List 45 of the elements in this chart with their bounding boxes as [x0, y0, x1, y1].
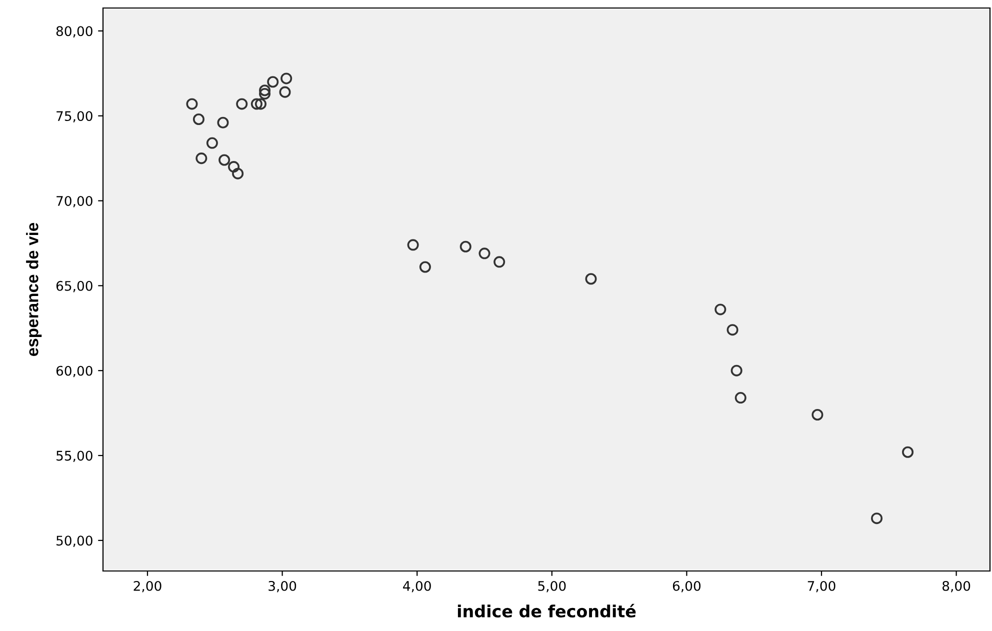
point [186, 98, 198, 110]
point [871, 512, 883, 524]
point [258, 84, 271, 96]
point [407, 239, 419, 251]
point [279, 86, 291, 98]
point [236, 98, 248, 110]
y-tick-label: 55,00 [56, 450, 92, 462]
point [280, 72, 292, 84]
point [267, 76, 279, 88]
y-tick-label: 60,00 [56, 366, 92, 378]
point [734, 392, 746, 404]
point [585, 273, 597, 285]
y-tick-label: 50,00 [56, 536, 92, 547]
x-axis-title: indice de fecondité [458, 604, 636, 618]
point [494, 256, 506, 268]
point [228, 161, 240, 173]
x-tick-label: 4,00 [403, 580, 431, 592]
point [812, 408, 824, 421]
point [478, 248, 490, 260]
x-tick-label: 6,00 [672, 580, 701, 592]
x-tick-label: 5,00 [538, 580, 566, 592]
point [726, 324, 738, 336]
point [460, 240, 472, 252]
point [258, 88, 271, 100]
point [192, 113, 204, 126]
point [714, 304, 726, 316]
y-tick-label: 65,00 [56, 280, 92, 292]
y-tick-label: 70,00 [56, 196, 92, 208]
x-tick-label: 7,00 [808, 580, 836, 592]
point [232, 168, 244, 180]
y-tick-label: 75,00 [56, 111, 92, 122]
point [730, 364, 742, 376]
point [250, 98, 262, 110]
point [196, 152, 208, 164]
x-tick-label: 8,00 [942, 580, 970, 592]
point [902, 446, 914, 458]
x-tick-label: 2,00 [134, 580, 162, 592]
point [419, 261, 431, 273]
y-axis-title: esperance de vie [26, 222, 42, 356]
point [206, 137, 218, 149]
point [218, 154, 230, 166]
point [254, 98, 266, 110]
point [217, 116, 229, 128]
x-tick-label: 3,00 [268, 580, 296, 592]
y-tick-label: 80,00 [56, 26, 92, 38]
